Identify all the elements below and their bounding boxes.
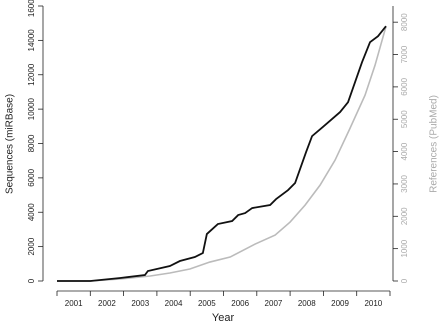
y2-tick-label: 5000 [400, 110, 409, 128]
y2-tick-label: 6000 [400, 77, 409, 95]
y-tick-label: 14000 [27, 29, 36, 52]
x-tick-label: 2004 [165, 299, 183, 308]
y2-axis-title: References (PubMed) [429, 95, 440, 193]
y2-tick-label: 4000 [400, 142, 409, 160]
y2-tick-label: 3000 [400, 174, 409, 192]
y-tick-label: 2000 [27, 237, 36, 255]
x-tick-label: 2006 [231, 299, 249, 308]
series-line [57, 26, 387, 282]
y2-tick-label: 2000 [400, 207, 409, 225]
x-tick-label: 2003 [131, 299, 149, 308]
y2-tick-label: 1000 [400, 239, 409, 257]
y-tick-label: 10000 [27, 97, 36, 120]
y-tick-label: 16000 [27, 0, 36, 17]
x-axis-title: Year [212, 312, 235, 324]
x-tick-label: 2001 [65, 299, 83, 308]
y-axis-title: Sequences (miRBase) [5, 94, 16, 194]
y-tick-label: 12000 [27, 63, 36, 86]
x-tick-label: 2010 [364, 299, 382, 308]
x-tick-label: 2002 [98, 299, 116, 308]
y2-tick-label: 0 [400, 278, 409, 283]
y-tick-label: 8000 [27, 134, 36, 152]
series-line [57, 25, 387, 282]
x-tick-label: 2009 [331, 299, 349, 308]
y-tick-label: 0 [27, 278, 36, 283]
y2-tick-label: 8000 [400, 13, 409, 31]
y-tick-label: 4000 [27, 203, 36, 221]
y2-tick-label: 7000 [400, 45, 409, 63]
x-tick-label: 2008 [298, 299, 316, 308]
x-tick-label: 2007 [265, 299, 283, 308]
x-tick-label: 2005 [198, 299, 216, 308]
y-tick-label: 6000 [27, 168, 36, 186]
